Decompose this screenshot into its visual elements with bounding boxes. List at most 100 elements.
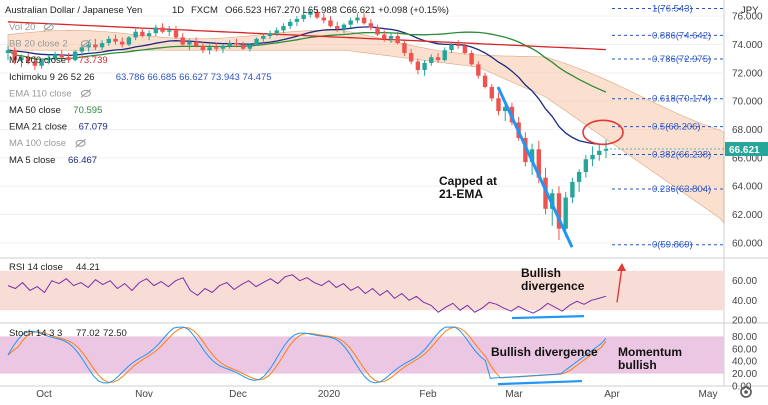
settings-gear-icon[interactable] (740, 386, 752, 398)
candle[interactable] (32, 55, 38, 70)
candle[interactable] (220, 44, 226, 54)
candle[interactable] (388, 33, 394, 44)
candle[interactable] (455, 40, 461, 49)
candle[interactable] (503, 104, 508, 121)
candle[interactable] (72, 50, 78, 62)
candle[interactable] (126, 36, 132, 46)
candle[interactable] (227, 40, 232, 49)
legend-item[interactable]: MA 100 close (9, 138, 86, 149)
legend-item[interactable]: Vol 20 (9, 22, 55, 33)
candle[interactable] (556, 186, 562, 240)
candle[interactable] (52, 51, 58, 62)
candle[interactable] (19, 54, 24, 68)
annotation-stoch-divergence: Bullish divergence (491, 345, 598, 359)
candle[interactable] (328, 16, 333, 28)
candle[interactable] (39, 58, 44, 69)
candle[interactable] (146, 30, 152, 41)
candle[interactable] (234, 38, 239, 48)
candle[interactable] (321, 13, 326, 24)
candle[interactable] (59, 50, 64, 61)
candle[interactable] (93, 38, 98, 51)
candle[interactable] (308, 9, 313, 18)
candle[interactable] (590, 146, 595, 167)
candle[interactable] (274, 27, 279, 37)
candle[interactable] (415, 58, 421, 75)
candle[interactable] (46, 54, 51, 65)
toolbar[interactable] (740, 386, 752, 398)
candle[interactable] (140, 27, 145, 38)
candle[interactable] (113, 34, 118, 45)
candle[interactable] (25, 53, 31, 65)
rsi-panel[interactable]: 20.00 40.00 60.00 (0, 262, 757, 327)
candle[interactable] (375, 24, 380, 36)
candle[interactable] (449, 41, 454, 53)
candle[interactable] (482, 72, 488, 89)
candle[interactable] (469, 50, 474, 66)
candle[interactable] (254, 37, 259, 46)
candle[interactable] (301, 11, 306, 22)
candle[interactable] (429, 54, 434, 66)
candle[interactable] (12, 47, 17, 65)
eye-off-icon[interactable] (80, 39, 92, 48)
candle[interactable] (361, 13, 367, 25)
legend-item[interactable]: MA 5 close 66.467 (9, 155, 97, 166)
candle[interactable] (402, 40, 407, 56)
candle[interactable] (435, 53, 441, 63)
candle[interactable] (207, 44, 212, 55)
candle[interactable] (173, 26, 179, 39)
candle[interactable] (247, 43, 253, 52)
candle[interactable] (180, 33, 185, 46)
candles[interactable] (5, 9, 609, 240)
candle[interactable] (355, 13, 360, 24)
candle[interactable] (106, 36, 111, 46)
candle[interactable] (133, 28, 138, 41)
eye-off-icon[interactable] (43, 22, 55, 32)
candle[interactable] (442, 47, 447, 62)
candle[interactable] (187, 38, 192, 51)
candle[interactable] (288, 19, 293, 29)
candle[interactable] (167, 26, 172, 36)
candle[interactable] (120, 37, 125, 48)
candle[interactable] (294, 16, 300, 27)
candle[interactable] (341, 23, 347, 34)
legend-item[interactable]: EMA 110 close (9, 88, 92, 99)
candle[interactable] (240, 41, 246, 51)
candle[interactable] (408, 48, 414, 65)
candle[interactable] (597, 143, 602, 161)
candle[interactable] (348, 17, 353, 28)
candle[interactable] (66, 53, 71, 63)
candle[interactable] (422, 60, 427, 76)
candle[interactable] (261, 33, 266, 42)
candle[interactable] (489, 84, 494, 102)
legend-item[interactable]: MA 200 close 73.739 (9, 55, 108, 66)
candle[interactable] (281, 23, 286, 34)
candle[interactable] (99, 40, 105, 51)
candle[interactable] (583, 155, 589, 178)
candle[interactable] (160, 23, 165, 34)
candle[interactable] (382, 30, 387, 42)
eye-off-icon[interactable] (80, 89, 92, 98)
candle[interactable] (267, 30, 273, 39)
candle[interactable] (5, 45, 11, 61)
candle[interactable] (476, 61, 481, 79)
legend-item[interactable]: BB 20 close 2 (9, 39, 92, 50)
candle[interactable] (462, 43, 468, 55)
candle[interactable] (214, 43, 219, 52)
candle[interactable] (563, 191, 568, 238)
candle[interactable] (395, 31, 400, 45)
candle[interactable] (496, 92, 501, 116)
candle[interactable] (193, 37, 199, 48)
candle[interactable] (368, 19, 374, 31)
candle[interactable] (576, 169, 582, 192)
candle[interactable] (314, 9, 320, 19)
legend-item[interactable]: EMA 21 close 67.079 (9, 122, 108, 133)
candle[interactable] (570, 177, 575, 204)
candle[interactable] (200, 41, 206, 53)
candle[interactable] (335, 21, 340, 32)
legend-item[interactable]: MA 50 close 70.595 (9, 105, 102, 116)
eye-off-icon[interactable] (75, 138, 86, 148)
legend-item[interactable]: Ichimoku 9 26 52 26 63.786 66.685 66.627 … (9, 72, 272, 83)
candle[interactable] (153, 24, 159, 36)
